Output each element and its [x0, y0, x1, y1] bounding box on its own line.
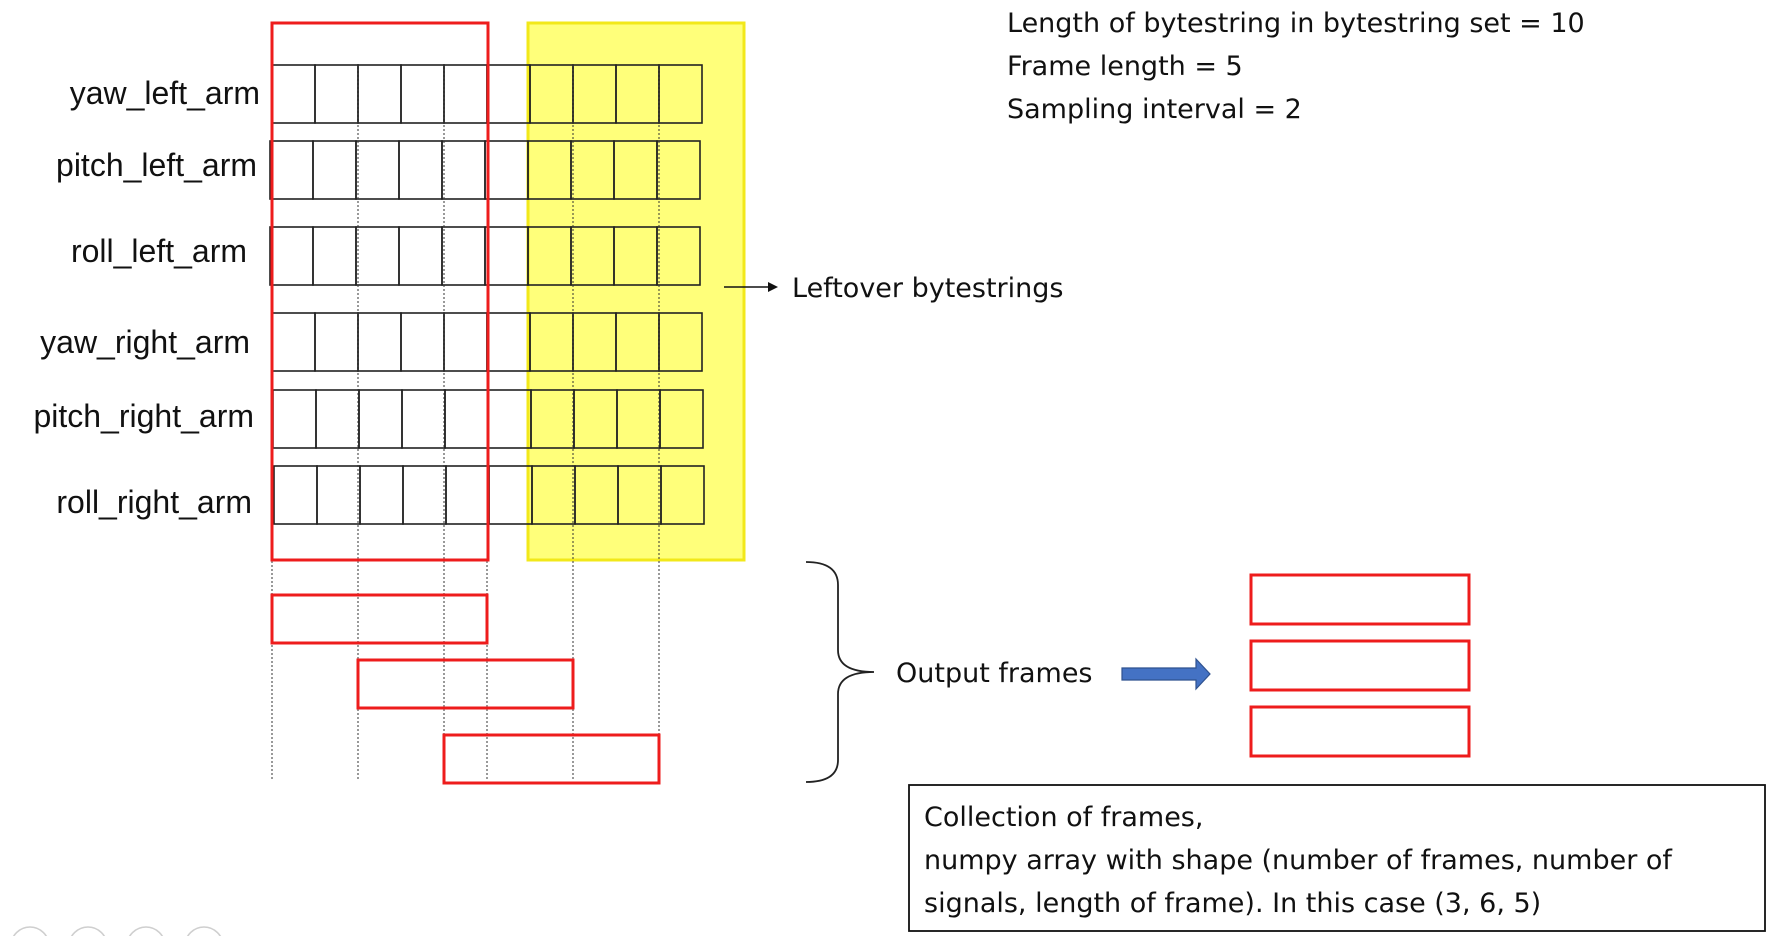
- byte-cell: [656, 226, 701, 286]
- byte-cell: [402, 465, 447, 525]
- collection-line-3: signals, length of frame). In this case …: [924, 888, 1541, 919]
- signal-label: roll_right_arm: [56, 484, 252, 520]
- arrow-right-icon: [1121, 657, 1211, 691]
- output-frames-stack: [270, 593, 661, 785]
- output-frame: [356, 658, 575, 710]
- signal-row: yaw_right_arm: [40, 312, 703, 372]
- byte-cell: [486, 64, 531, 124]
- signal-row: roll_left_arm: [71, 226, 701, 286]
- byte-cell: [660, 465, 705, 525]
- byte-cell: [269, 226, 314, 286]
- byte-cell: [443, 64, 488, 124]
- byte-cell: [443, 312, 488, 372]
- byte-cell: [398, 140, 443, 200]
- leftover-label: Leftover bytestrings: [792, 273, 1063, 304]
- collection-line-2: numpy array with shape (number of frames…: [924, 845, 1673, 876]
- byte-cell: [355, 140, 400, 200]
- frame-window-outline: [270, 21, 490, 562]
- byte-cell: [444, 389, 489, 449]
- zoom-icon[interactable]: [127, 926, 165, 936]
- more-icon[interactable]: [185, 926, 223, 936]
- info-bytestring-length: Length of bytestring in bytestring set =…: [1007, 8, 1585, 39]
- presenter-nav: [11, 926, 223, 936]
- byte-cell: [656, 140, 701, 200]
- signal-label: roll_left_arm: [71, 233, 247, 269]
- byte-cell: [315, 389, 360, 449]
- collection-frame: [1249, 705, 1471, 758]
- leftover-arrow-icon: [724, 282, 778, 292]
- byte-cell: [445, 465, 490, 525]
- byte-cell: [486, 312, 531, 372]
- byte-cell: [487, 389, 532, 449]
- collection-frame: [1249, 639, 1471, 692]
- byte-cell: [269, 140, 314, 200]
- byte-cell: [273, 465, 318, 525]
- byte-cell: [359, 465, 404, 525]
- leftover-highlight: [526, 21, 746, 562]
- output-frame: [270, 593, 489, 645]
- byte-cell: [400, 64, 445, 124]
- byte-cell: [357, 64, 402, 124]
- byte-cell: [312, 140, 357, 200]
- collection-frame: [1249, 573, 1471, 626]
- byte-cell: [441, 140, 486, 200]
- byte-cell: [357, 312, 402, 372]
- curly-brace-icon: [805, 561, 875, 783]
- byte-cell: [272, 389, 317, 449]
- collection-box: [908, 784, 1766, 932]
- byte-cell: [398, 226, 443, 286]
- byte-cell: [400, 312, 445, 372]
- byte-cell: [312, 226, 357, 286]
- byte-cell: [314, 312, 359, 372]
- signal-row: pitch_right_arm: [33, 389, 704, 449]
- byte-cell: [271, 312, 316, 372]
- grid-icon[interactable]: [69, 926, 107, 936]
- signal-label: pitch_left_arm: [56, 147, 257, 183]
- signal-row: pitch_left_arm: [56, 140, 701, 200]
- byte-cell: [358, 389, 403, 449]
- pen-icon[interactable]: [11, 926, 49, 936]
- info-sampling-interval: Sampling interval = 2: [1007, 94, 1302, 125]
- byte-cell: [316, 465, 361, 525]
- info-frame-length: Frame length = 5: [1007, 51, 1243, 82]
- collection-line-1: Collection of frames,: [924, 802, 1203, 833]
- signal-label: yaw_right_arm: [40, 324, 250, 360]
- signal-label: pitch_right_arm: [33, 398, 254, 434]
- output-frame: [442, 733, 661, 785]
- signal-label: yaw_left_arm: [70, 75, 260, 111]
- byte-cell: [484, 140, 529, 200]
- byte-cell: [271, 64, 316, 124]
- output-frames-label: Output frames: [896, 658, 1093, 689]
- byte-cell: [484, 226, 529, 286]
- byte-cell: [659, 389, 704, 449]
- byte-cell: [488, 465, 533, 525]
- collection-frames-stack: [1249, 573, 1471, 758]
- byte-cell: [441, 226, 486, 286]
- byte-cell: [314, 64, 359, 124]
- signal-row: roll_right_arm: [56, 465, 705, 525]
- byte-cell: [355, 226, 400, 286]
- byte-cell: [401, 389, 446, 449]
